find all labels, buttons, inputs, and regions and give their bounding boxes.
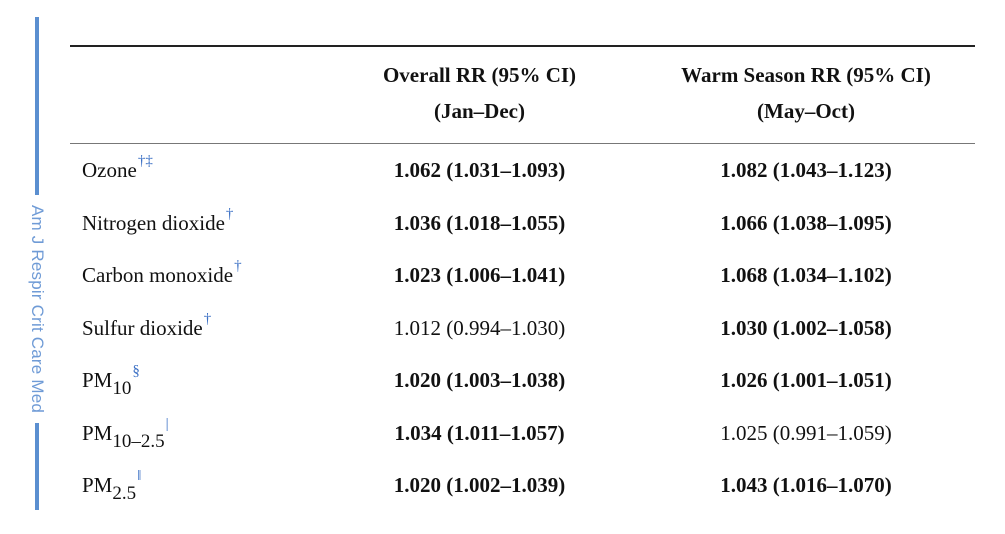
warm-season-rr-value: 1.043 (1.016–1.070) [720, 473, 892, 497]
overall-rr-value: 1.036 (1.018–1.055) [393, 210, 566, 235]
footnote-marker-link[interactable]: † [234, 258, 242, 274]
pollutant-name: Carbon monoxide† [82, 258, 242, 288]
footnote-marker-link[interactable]: †‡ [137, 153, 153, 169]
footnote-marker-link[interactable]: ‖ [137, 468, 142, 484]
column-header-overall-subtitle: (Jan–Dec) [434, 99, 525, 123]
footnote-marker-link[interactable]: † [225, 205, 234, 222]
table-row: Sulfur dioxide† 1.012 (0.994–1.030) 1.030 … [70, 308, 975, 361]
overall-rr-value: 1.062 (1.031–1.093) [393, 158, 566, 182]
pollutant-name: PM10§ [82, 363, 140, 399]
warm-season-rr-value: 1.025 (0.991–1.059) [720, 420, 892, 445]
relative-risk-table: Overall RR (95% CI) (Jan–Dec) Warm Seaso… [70, 45, 975, 518]
overall-rr-value: 1.020 (1.002–1.039) [393, 473, 566, 497]
pollutant-label: PM [82, 473, 113, 497]
table-body: Ozone†‡ 1.062 (1.031–1.093) 1.082 (1.043–1… [70, 150, 975, 518]
footnote-marker-link[interactable]: | [165, 415, 169, 432]
overall-rr-value: 1.020 (1.003–1.038) [393, 368, 566, 392]
overall-rr-value: 1.012 (0.994–1.030) [393, 315, 566, 340]
overall-rr-value: 1.023 (1.006–1.041) [393, 263, 566, 287]
table-top-rule [70, 45, 975, 47]
pollutant-label: PM [82, 420, 113, 445]
pollutant-subscript: 2.5 [112, 483, 137, 504]
table-header-rule [70, 143, 975, 144]
table-row: Nitrogen dioxide† 1.036 (1.018–1.055) 1.06… [70, 203, 975, 256]
pollutant-label: PM [82, 368, 113, 392]
pollutant-subscript: 10–2.5 [112, 430, 165, 452]
journal-side-label: Am J Respir Crit Care Med [28, 204, 47, 414]
warm-season-rr-value: 1.068 (1.034–1.102) [720, 263, 892, 287]
table-header: Overall RR (95% CI) (Jan–Dec) Warm Seaso… [70, 47, 975, 143]
column-header-warm-subtitle: (May–Oct) [757, 99, 855, 123]
pollutant-label: Ozone [82, 158, 137, 182]
pollutant-name: Nitrogen dioxide† [82, 206, 233, 236]
table-row: Carbon monoxide† 1.023 (1.006–1.041) 1.068… [70, 255, 975, 308]
warm-season-rr-value: 1.026 (1.001–1.051) [720, 368, 892, 392]
warm-season-rr-value: 1.066 (1.038–1.095) [720, 210, 892, 235]
table-row: Ozone†‡ 1.062 (1.031–1.093) 1.082 (1.043–1… [70, 150, 975, 203]
pollutant-name: Sulfur dioxide† [82, 311, 211, 341]
journal-side-bar-bottom [35, 423, 39, 510]
pollutant-name: PM2.5‖ [82, 468, 141, 504]
pollutant-name: Ozone†‡ [82, 153, 153, 183]
column-header-overall-title: Overall RR (95% CI) [382, 63, 577, 87]
footnote-marker-link[interactable]: § [132, 363, 140, 379]
column-header-warm-season: Warm Season RR (95% CI) (May–Oct) [643, 57, 969, 129]
pollutant-label: Nitrogen dioxide [82, 210, 225, 235]
pollutant-name: PM10–2.5| [82, 416, 169, 452]
pollutant-label: Sulfur dioxide [82, 315, 203, 340]
journal-side-bar-top [35, 17, 39, 195]
column-header-overall: Overall RR (95% CI) (Jan–Dec) [338, 57, 621, 129]
table-row: PM10–2.5| 1.034 (1.011–1.057) 1.025 (0.991… [70, 413, 975, 466]
table-row: PM10§ 1.020 (1.003–1.038) 1.026 (1.001–1.0… [70, 360, 975, 413]
warm-season-rr-value: 1.082 (1.043–1.123) [720, 158, 892, 182]
pollutant-subscript: 10 [112, 378, 132, 399]
pollutant-label: Carbon monoxide [82, 263, 234, 287]
footnote-marker-link[interactable]: † [203, 310, 212, 327]
warm-season-rr-value: 1.030 (1.002–1.058) [720, 315, 892, 340]
column-header-warm-title: Warm Season RR (95% CI) [681, 63, 931, 87]
overall-rr-value: 1.034 (1.011–1.057) [394, 420, 565, 445]
table-row: PM2.5‖ 1.020 (1.002–1.039) 1.043 (1.016–1.… [70, 465, 975, 518]
